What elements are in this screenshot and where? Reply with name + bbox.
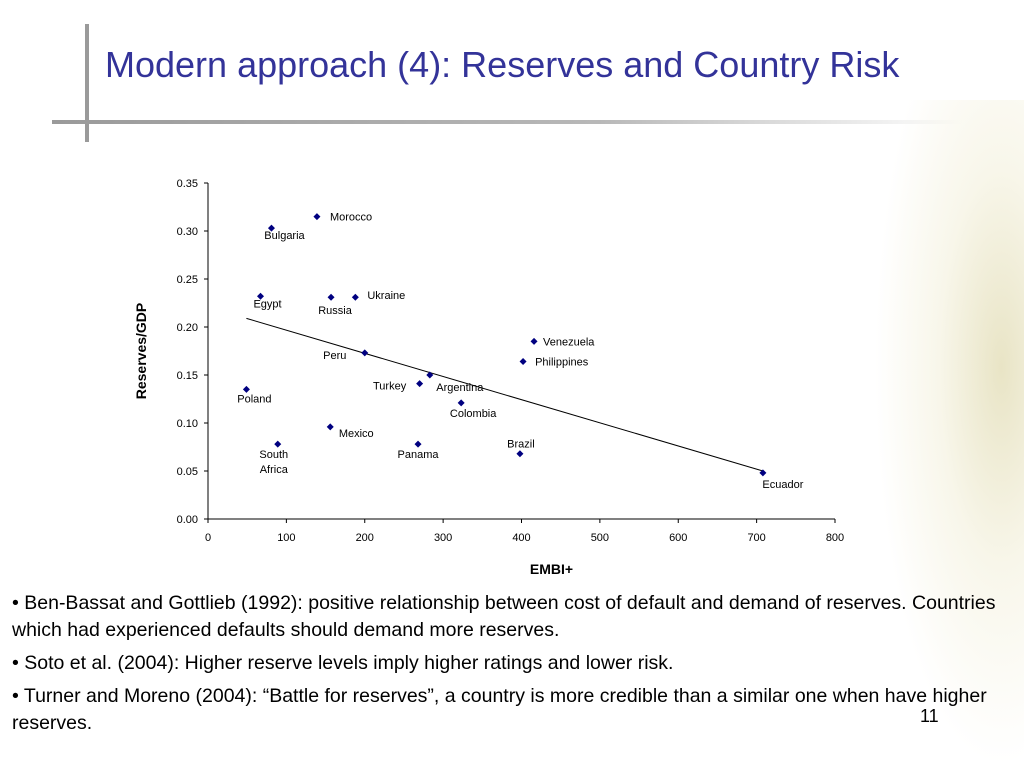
y-tick-label: 0.10 bbox=[177, 418, 198, 430]
data-point bbox=[530, 337, 538, 345]
x-tick-label: 600 bbox=[669, 532, 687, 544]
x-tick-label: 200 bbox=[356, 532, 374, 544]
y-tick-label: 0.25 bbox=[177, 274, 198, 286]
data-point bbox=[274, 440, 282, 448]
x-axis-label: EMBI+ bbox=[530, 561, 573, 577]
data-point bbox=[426, 371, 434, 379]
data-label: Argentina bbox=[436, 382, 484, 394]
bullet-item: • Soto et al. (2004): Higher reserve lev… bbox=[12, 652, 674, 674]
data-label: Morocco bbox=[330, 212, 372, 224]
data-point bbox=[242, 385, 250, 393]
data-point bbox=[326, 423, 334, 431]
bullet-item: • Turner and Moreno (2004): “Battle for … bbox=[12, 685, 987, 734]
y-tick-label: 0.15 bbox=[177, 370, 198, 382]
data-point bbox=[759, 469, 767, 477]
data-point bbox=[351, 293, 359, 301]
data-point bbox=[519, 358, 527, 366]
data-label: Ecuador bbox=[762, 479, 803, 491]
data-label-line: Africa bbox=[260, 464, 289, 476]
data-label: Venezuela bbox=[543, 336, 595, 348]
data-label: Ukraine bbox=[367, 290, 405, 302]
data-point bbox=[414, 440, 422, 448]
page-number: 11 bbox=[920, 706, 939, 726]
data-point bbox=[313, 213, 321, 221]
data-label: Russia bbox=[318, 305, 353, 317]
x-tick-label: 400 bbox=[512, 532, 530, 544]
data-point bbox=[257, 292, 265, 300]
data-point bbox=[361, 349, 369, 357]
data-label: Brazil bbox=[507, 439, 535, 451]
x-tick-label: 700 bbox=[747, 532, 765, 544]
data-label-line: South bbox=[259, 449, 288, 461]
decorative-background-ornament bbox=[874, 100, 1024, 768]
y-tick-label: 0.20 bbox=[177, 322, 198, 334]
data-label: Peru bbox=[323, 350, 346, 362]
x-tick-label: 0 bbox=[205, 532, 211, 544]
scatter-chart: 0.00 0.05 0.10 0.15 0.20 0.25 0.30 0.35 0 100 200 3… bbox=[133, 178, 844, 577]
bullet-list: • Ben-Bassat and Gottlieb (1992): positi… bbox=[12, 590, 1002, 743]
data-label: Colombia bbox=[450, 408, 497, 420]
data-point bbox=[516, 450, 524, 458]
y-axis-label: Reserves/GDP bbox=[133, 303, 149, 400]
data-label: Egypt bbox=[253, 298, 281, 310]
data-label: Poland bbox=[237, 393, 271, 405]
y-tick-label: 0.05 bbox=[177, 466, 198, 478]
x-tick-label: 300 bbox=[434, 532, 452, 544]
y-tick-label: 0.30 bbox=[177, 226, 198, 238]
x-tick-label: 100 bbox=[277, 532, 295, 544]
data-point bbox=[327, 293, 335, 301]
trend-line bbox=[246, 317, 764, 472]
data-label: Bulgaria bbox=[264, 230, 305, 242]
data-point bbox=[267, 224, 275, 232]
data-point bbox=[457, 399, 465, 407]
title-vertical-rule bbox=[85, 24, 89, 142]
data-point bbox=[416, 380, 424, 388]
data-label: Philippines bbox=[535, 357, 589, 369]
y-tick-label: 0.00 bbox=[177, 514, 198, 526]
x-tick-label: 800 bbox=[826, 532, 844, 544]
data-label: Panama bbox=[398, 449, 440, 461]
y-tick-label: 0.35 bbox=[177, 178, 198, 190]
data-label: Mexico bbox=[339, 428, 374, 440]
bullet-item: • Ben-Bassat and Gottlieb (1992): positi… bbox=[12, 592, 996, 641]
data-label: South Africa bbox=[259, 449, 288, 476]
data-label: Turkey bbox=[373, 381, 407, 393]
slide-title: Modern approach (4): Reserves and Countr… bbox=[105, 44, 900, 85]
title-horizontal-rule bbox=[52, 120, 962, 124]
x-tick-label: 500 bbox=[591, 532, 609, 544]
